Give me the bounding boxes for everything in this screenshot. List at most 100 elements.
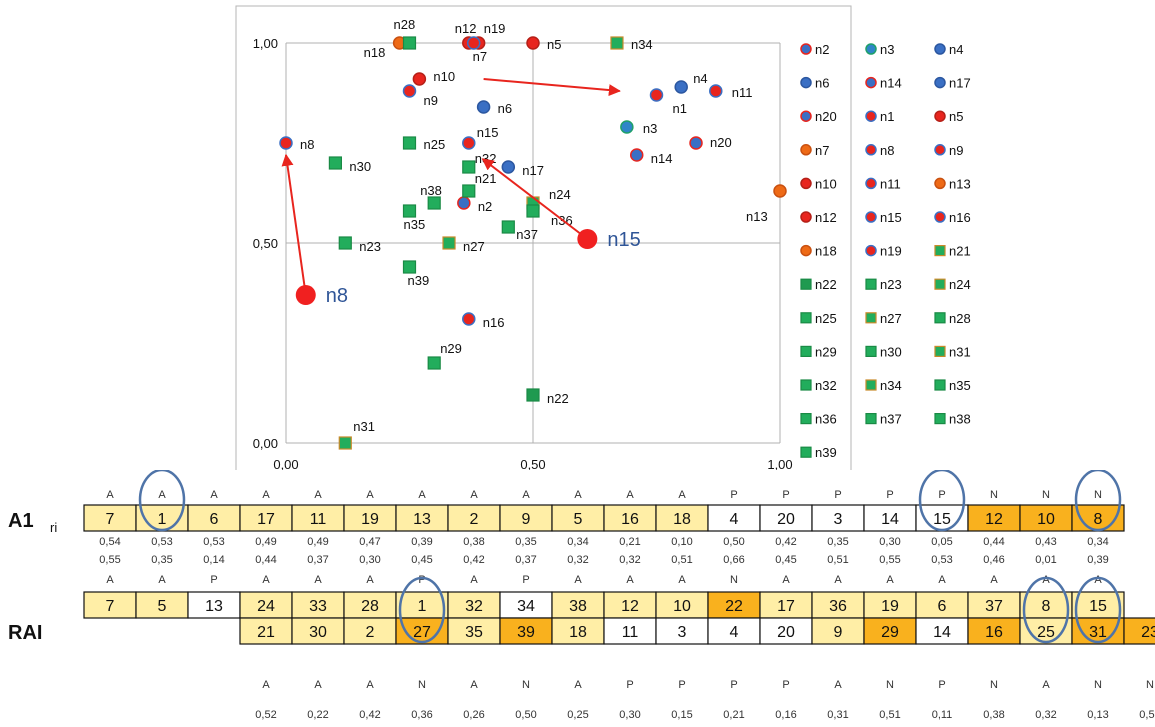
a1-value: 6 <box>210 511 219 528</box>
a1-value: 14 <box>881 511 899 528</box>
a1-class-letter: P <box>782 489 789 501</box>
a1-subscript: ri <box>50 520 57 535</box>
a1-class-letter: A <box>418 489 426 501</box>
point-circle <box>462 136 476 150</box>
legend-label-n28: n28 <box>949 311 971 326</box>
point-n17 <box>501 160 516 174</box>
rai-top-value: 32 <box>465 598 483 615</box>
legend-label-n2: n2 <box>815 42 829 57</box>
a1-value: 2 <box>470 511 479 528</box>
legend-marker-n38 <box>934 413 946 425</box>
a1-score-row2: 0,51 <box>671 554 692 566</box>
a1-score-row1: 0,35 <box>515 536 536 548</box>
a1-score-row1: 0,05 <box>931 536 952 548</box>
rai-top-value: 36 <box>829 598 847 615</box>
legend-label-n31: n31 <box>949 344 971 359</box>
point-label-n14: n14 <box>651 151 673 166</box>
point-n35 <box>402 204 417 218</box>
legend-label-n11: n11 <box>880 176 901 191</box>
rai-bottom-cell <box>551 617 605 645</box>
x-tick-label: 0,50 <box>520 457 545 470</box>
point-circle <box>865 76 877 89</box>
point-square <box>934 278 946 290</box>
point-square <box>427 356 441 370</box>
legend-label-n27: n27 <box>880 311 902 326</box>
point-label-n13: n13 <box>746 209 768 224</box>
point-label-n24: n24 <box>549 187 571 202</box>
point-n30 <box>328 156 342 170</box>
point-circle <box>800 76 812 89</box>
point-circle <box>773 184 787 198</box>
legend-label-n5: n5 <box>949 109 963 124</box>
y-tick-label: 0,00 <box>253 436 278 451</box>
point-label-n37: n37 <box>516 227 538 242</box>
legend-marker-n14 <box>865 76 877 89</box>
point-square <box>800 413 812 425</box>
legend-marker-n2 <box>800 43 812 55</box>
a1-class-letter: P <box>886 489 893 501</box>
point-n27 <box>442 236 456 250</box>
rai-bottom-value: 16 <box>985 624 1003 641</box>
point-circle <box>865 211 877 223</box>
point-circle <box>800 177 812 190</box>
point-n15 <box>462 136 476 150</box>
rai-top-value: 7 <box>106 598 115 615</box>
legend-marker-n32 <box>800 379 812 391</box>
point-circle <box>501 160 516 174</box>
point-circle <box>689 136 703 150</box>
legend-marker-n25 <box>800 312 812 324</box>
point-square <box>934 413 946 425</box>
rai-top-value: 6 <box>938 598 947 615</box>
point-square <box>402 36 417 50</box>
rai-class-letter: A <box>1094 574 1102 586</box>
point-circle <box>674 80 688 94</box>
rai-class-letter: P <box>522 574 529 586</box>
a1-score-row2: 0,30 <box>359 554 380 566</box>
legend-label-n13: n13 <box>949 176 971 191</box>
point-label-n25: n25 <box>424 137 446 152</box>
legend-label-n3: n3 <box>880 42 894 57</box>
point-square <box>800 345 812 357</box>
highlight-ellipse <box>138 470 186 532</box>
a1-cell <box>967 504 1021 532</box>
highlight-dot-n15 <box>577 229 598 249</box>
rai-bottom-cell <box>603 617 657 645</box>
point-n13 <box>773 184 787 198</box>
point-label-n30: n30 <box>349 159 371 174</box>
point-square <box>865 379 877 391</box>
point-label-n18: n18 <box>364 45 386 60</box>
rai-bottom-score: 0,52 <box>255 709 276 721</box>
legend-label-n20: n20 <box>815 109 837 124</box>
a1-score-row2: 0,45 <box>775 554 796 566</box>
point-label-n27: n27 <box>463 239 485 254</box>
rai-bottom-score: 0,50 <box>515 709 536 721</box>
legend-marker-n8 <box>865 144 877 156</box>
point-square <box>865 312 877 324</box>
point-label-n31: n31 <box>353 419 375 434</box>
highlight-ellipse <box>1074 470 1122 532</box>
rai-bottom-score: 0,13 <box>1087 709 1108 721</box>
a1-value: 17 <box>257 511 275 528</box>
legend-marker-n13 <box>934 177 946 190</box>
legend-marker-n6 <box>800 76 812 89</box>
legend-label-n24: n24 <box>949 277 971 292</box>
a1-score-row2: 0,55 <box>99 554 120 566</box>
rai-bottom-class-letter: A <box>574 679 582 691</box>
point-circle <box>462 312 476 326</box>
a1-score-row1: 0,34 <box>567 536 588 548</box>
rai-top-value: 28 <box>361 598 379 615</box>
point-square <box>934 312 946 324</box>
a1-class-letter: A <box>626 489 634 501</box>
legend-label-n30: n30 <box>880 344 902 359</box>
a1-value: 19 <box>361 511 379 528</box>
a1-score-row2: 0,39 <box>1087 554 1108 566</box>
a1-cell <box>239 504 293 532</box>
point-circle <box>865 177 877 190</box>
rai-class-letter: A <box>626 574 634 586</box>
point-label-n38: n38 <box>420 183 442 198</box>
a1-class-letter: P <box>938 489 945 501</box>
legend-marker-n16 <box>934 211 946 223</box>
rai-class-letter: N <box>730 574 738 586</box>
point-square <box>442 236 456 250</box>
a1-score-row2: 0,37 <box>307 554 328 566</box>
